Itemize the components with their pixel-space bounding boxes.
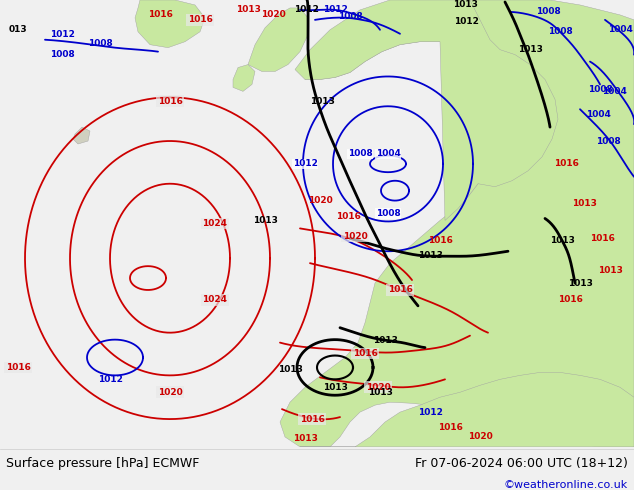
Text: 1024: 1024 bbox=[202, 295, 228, 304]
Text: 1004: 1004 bbox=[607, 25, 633, 34]
Text: 1012: 1012 bbox=[323, 5, 347, 14]
Text: 1016: 1016 bbox=[590, 234, 614, 243]
Polygon shape bbox=[248, 8, 308, 72]
Text: 1008: 1008 bbox=[548, 27, 573, 36]
Text: 1013: 1013 bbox=[236, 5, 261, 14]
Text: 1012: 1012 bbox=[453, 17, 479, 26]
Text: 1013: 1013 bbox=[598, 266, 623, 274]
Text: 1004: 1004 bbox=[375, 149, 401, 158]
Text: 1008: 1008 bbox=[347, 149, 372, 158]
Text: 1024: 1024 bbox=[202, 219, 228, 228]
Text: 1013: 1013 bbox=[368, 388, 392, 397]
Text: 1020: 1020 bbox=[261, 10, 285, 20]
Text: 1016: 1016 bbox=[557, 295, 583, 304]
Text: 1012: 1012 bbox=[49, 30, 74, 39]
Text: 1013: 1013 bbox=[453, 0, 477, 9]
Text: 1020: 1020 bbox=[158, 388, 183, 397]
Polygon shape bbox=[135, 0, 205, 48]
Text: 1013: 1013 bbox=[418, 251, 443, 260]
Polygon shape bbox=[233, 65, 255, 91]
Text: 1008: 1008 bbox=[536, 7, 560, 17]
Text: 1016: 1016 bbox=[299, 415, 325, 423]
Text: 1008: 1008 bbox=[588, 85, 612, 94]
Text: 1012: 1012 bbox=[294, 5, 318, 14]
Text: 1016: 1016 bbox=[437, 422, 462, 432]
Text: 1013: 1013 bbox=[278, 365, 302, 374]
Text: 1016: 1016 bbox=[148, 10, 172, 20]
Text: 1016: 1016 bbox=[335, 212, 361, 221]
Text: 1013: 1013 bbox=[517, 45, 543, 54]
Text: 1008: 1008 bbox=[338, 12, 363, 22]
Polygon shape bbox=[280, 0, 634, 447]
Text: 1008: 1008 bbox=[595, 137, 621, 146]
Text: 1013: 1013 bbox=[323, 383, 347, 392]
Text: 1013: 1013 bbox=[309, 97, 335, 106]
Text: 1016: 1016 bbox=[188, 15, 212, 24]
Text: 1012: 1012 bbox=[98, 375, 122, 384]
Text: 1020: 1020 bbox=[307, 196, 332, 205]
Text: 1013: 1013 bbox=[252, 216, 278, 225]
Text: 1016: 1016 bbox=[387, 286, 413, 294]
Text: 1016: 1016 bbox=[427, 236, 453, 245]
Text: 013: 013 bbox=[9, 25, 27, 34]
Text: 1016: 1016 bbox=[158, 97, 183, 106]
Text: ©weatheronline.co.uk: ©weatheronline.co.uk bbox=[503, 480, 628, 490]
Text: 1020: 1020 bbox=[342, 232, 367, 241]
Text: 1013: 1013 bbox=[373, 336, 398, 345]
Text: Surface pressure [hPa] ECMWF: Surface pressure [hPa] ECMWF bbox=[6, 457, 200, 470]
Text: 1004: 1004 bbox=[586, 110, 611, 119]
Polygon shape bbox=[300, 372, 634, 447]
Text: 1012: 1012 bbox=[418, 408, 443, 416]
Text: 1013: 1013 bbox=[567, 278, 592, 288]
Text: 1008: 1008 bbox=[375, 209, 401, 218]
Text: 1008: 1008 bbox=[49, 50, 74, 59]
Text: 1004: 1004 bbox=[602, 87, 626, 96]
Polygon shape bbox=[295, 0, 558, 220]
Text: 1013: 1013 bbox=[572, 199, 597, 208]
Polygon shape bbox=[73, 127, 90, 144]
Text: 1013: 1013 bbox=[550, 236, 574, 245]
Text: 1020: 1020 bbox=[366, 383, 391, 392]
Text: 1008: 1008 bbox=[87, 39, 112, 48]
Text: 1013: 1013 bbox=[292, 435, 318, 443]
Text: 1016: 1016 bbox=[6, 363, 30, 372]
Text: 1020: 1020 bbox=[468, 433, 493, 441]
Text: 1012: 1012 bbox=[292, 159, 318, 169]
Text: Fr 07-06-2024 06:00 UTC (18+12): Fr 07-06-2024 06:00 UTC (18+12) bbox=[415, 457, 628, 470]
Text: 1016: 1016 bbox=[353, 349, 377, 358]
Text: 1016: 1016 bbox=[553, 159, 578, 169]
